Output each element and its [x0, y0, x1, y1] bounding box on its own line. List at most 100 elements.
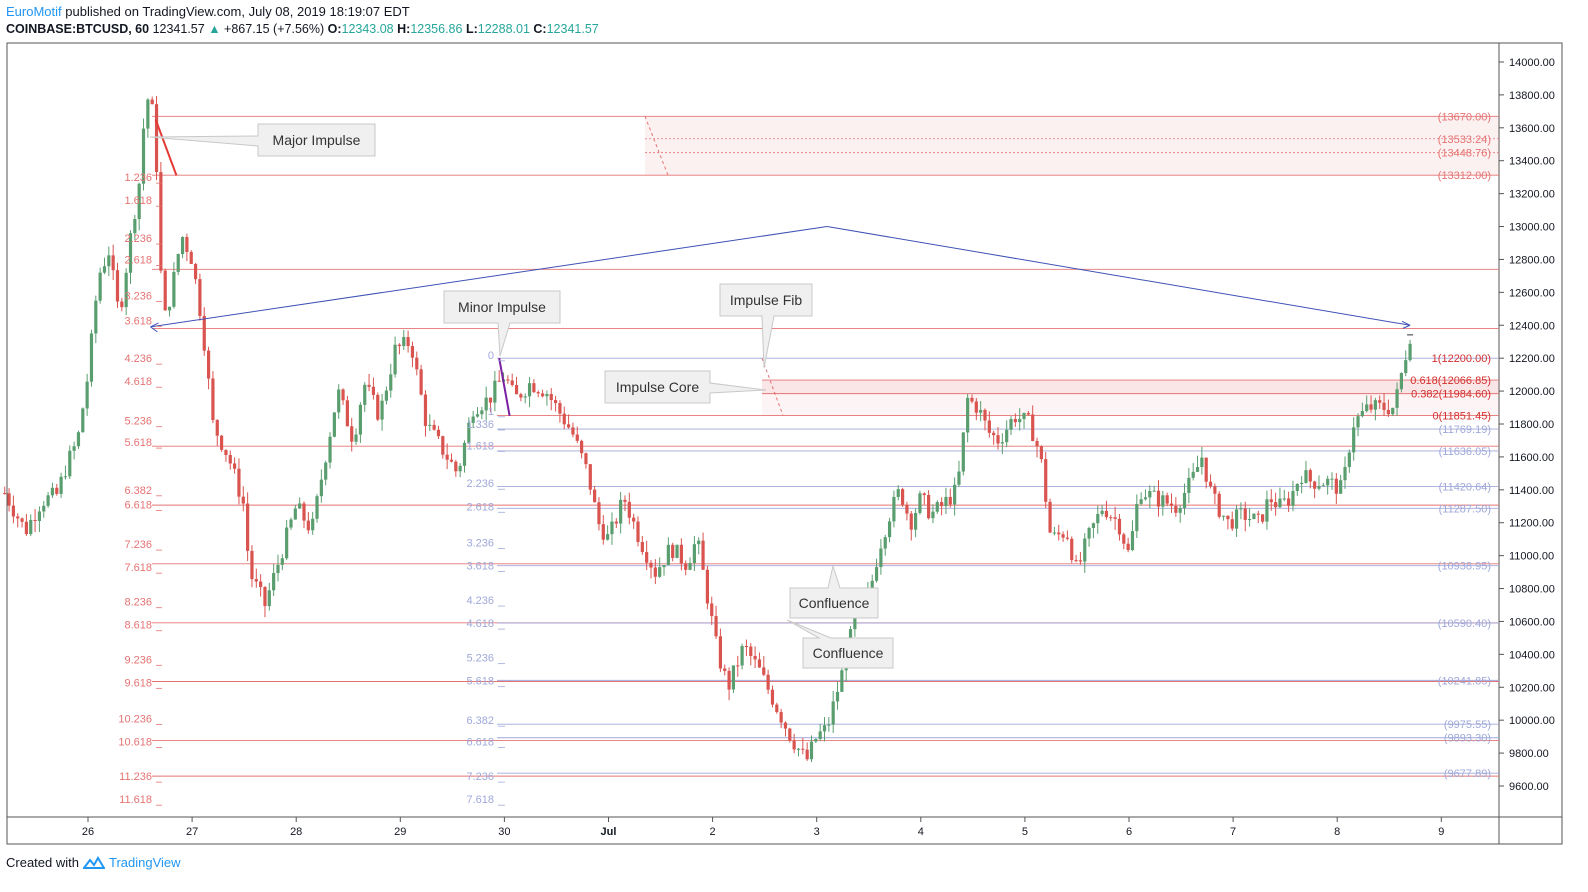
candle-body: [692, 544, 696, 564]
candle-body: [553, 400, 558, 404]
major-fib-ratio-label: 3.236: [124, 291, 152, 303]
candle-body: [822, 725, 827, 732]
candle-body: [1174, 505, 1178, 513]
candle-body: [445, 454, 449, 460]
candle-body: [311, 518, 315, 531]
candle-body: [1078, 560, 1083, 562]
price-tick-label: 13200.00: [1509, 189, 1555, 201]
price-tick-label: 12600.00: [1509, 287, 1555, 299]
candle-body: [632, 517, 636, 522]
time-tick-label: 27: [186, 826, 198, 838]
candle-body: [215, 420, 219, 436]
price-tick-label: 10600.00: [1509, 616, 1555, 628]
callout-impulse-core[interactable]: Impulse Core: [604, 370, 767, 404]
candle-body: [497, 380, 501, 382]
price-tick-label: 13000.00: [1509, 222, 1555, 234]
candle-body: [905, 504, 909, 514]
candle-body: [814, 739, 818, 742]
candle-body: [619, 499, 623, 524]
minor-fib-price-label: (11287.50): [1439, 503, 1491, 515]
candle-body: [566, 424, 571, 428]
candle-body: [1087, 527, 1091, 539]
candle-body: [493, 380, 497, 403]
candle-body: [85, 381, 89, 409]
candle-body: [883, 537, 887, 549]
candle-body: [688, 563, 692, 570]
candle-body: [224, 449, 228, 455]
callout-impulse-fib[interactable]: Impulse Fib: [719, 283, 813, 369]
candle-body: [1187, 477, 1191, 493]
author-link[interactable]: EuroMotif: [6, 4, 62, 19]
candle-body: [705, 569, 709, 604]
symbol-label[interactable]: COINBASE:BTCUSD, 60: [6, 22, 150, 36]
candle-body: [363, 384, 367, 405]
candle-body: [280, 558, 284, 565]
candle-body: [154, 104, 159, 173]
candle-body: [913, 512, 918, 530]
tradingview-link[interactable]: TradingView: [108, 855, 181, 870]
candle-body: [1339, 480, 1343, 494]
candle-body: [1065, 537, 1070, 539]
candle-body: [380, 400, 384, 420]
candle-body: [506, 379, 510, 381]
candle-body: [81, 408, 85, 433]
major-fib-price-label: (13670.00): [1438, 111, 1491, 123]
candle-body: [37, 511, 42, 521]
candle-body: [1022, 412, 1026, 420]
callout-minor-impulse[interactable]: Minor Impulse: [443, 290, 561, 357]
minor-fib-ratio-label: 5.236: [466, 653, 494, 665]
candle-body: [1091, 523, 1096, 528]
candle-body: [627, 501, 631, 518]
time-tick-label: 4: [918, 826, 924, 838]
zone-label: (13533.24): [1438, 134, 1491, 146]
time-tick-label: 28: [290, 826, 302, 838]
callout-major-impulse[interactable]: Major Impulse: [149, 123, 376, 157]
impulse-fib-edge: [761, 357, 784, 416]
candle-body: [1208, 481, 1213, 487]
candle-body: [419, 369, 423, 395]
candle-body: [1109, 517, 1113, 519]
candle-body: [931, 511, 935, 519]
candle-body: [237, 468, 241, 497]
price-tick-label: 12400.00: [1509, 320, 1555, 332]
candle-body: [623, 499, 627, 502]
price-tick-label: 11600.00: [1509, 452, 1554, 464]
candle-body: [649, 562, 653, 568]
candle-body: [710, 603, 714, 617]
candle-body: [827, 724, 831, 726]
candle-body: [1226, 515, 1230, 520]
candle-body: [1152, 490, 1156, 492]
minor-impulse-line: [498, 357, 511, 416]
minor-fib-price-label: (9975.55): [1444, 719, 1491, 731]
candle-body: [887, 521, 892, 538]
candle-body: [523, 396, 527, 398]
candle-body: [267, 590, 271, 607]
last-price: 12341.57: [152, 22, 205, 36]
candle-body: [50, 487, 55, 496]
candle-body: [107, 255, 111, 267]
candle-body: [29, 519, 33, 535]
candle-body: [1356, 416, 1360, 428]
callout-confluence-2[interactable]: Confluence: [786, 619, 894, 669]
candle-body: [1113, 517, 1117, 519]
chart-frame: [6, 42, 1563, 845]
callout-confluence-1[interactable]: Confluence: [789, 564, 879, 619]
candle-body: [1061, 534, 1065, 538]
candle-body: [159, 172, 163, 271]
candle-body: [1130, 531, 1135, 551]
candle-body: [666, 544, 670, 566]
time-tick-label: 6: [1126, 826, 1132, 838]
candle-body: [779, 712, 783, 723]
candle-body: [927, 494, 931, 519]
low-value: 12288.01: [477, 22, 530, 36]
candle-body: [580, 440, 584, 454]
candle-body: [1135, 503, 1139, 532]
candle-body: [1070, 538, 1074, 561]
candle-body: [219, 435, 224, 450]
change-up-icon: ▲: [208, 22, 221, 36]
time-tick-label: 30: [498, 826, 510, 838]
candle-body: [480, 410, 484, 415]
minor-fib-ratio-label: 0: [488, 350, 494, 362]
candle-body: [462, 442, 467, 466]
